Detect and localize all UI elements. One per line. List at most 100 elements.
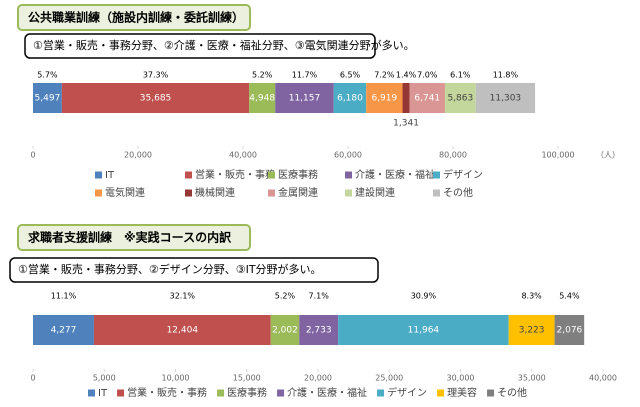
share-label: 8.3% xyxy=(521,292,542,301)
bar-segment xyxy=(402,83,410,113)
value-label: 6,741 xyxy=(414,94,440,104)
x-tick-label: 20,000 xyxy=(124,151,152,160)
bar-segment xyxy=(275,83,334,113)
bar-segment xyxy=(93,315,271,345)
legend-label: 機械関連 xyxy=(195,186,235,199)
value-label: 4,277 xyxy=(51,326,77,336)
legend-label: 営業・販売・事務 xyxy=(195,168,275,181)
value-label: 2,733 xyxy=(306,326,332,336)
share-label: 11.8% xyxy=(493,71,519,80)
note-box xyxy=(24,33,376,59)
legend-label: 医療事務 xyxy=(227,386,267,399)
legend-label: 電気関連 xyxy=(105,186,145,199)
value-label: 5,497 xyxy=(35,94,61,104)
value-label: 2,076 xyxy=(557,326,583,336)
value-label: 12,404 xyxy=(167,326,199,336)
legend-label: その他 xyxy=(443,186,473,199)
value-label: 1,341 xyxy=(393,119,419,129)
share-label: 30.9% xyxy=(411,292,437,301)
x-tick-label: 100,000 xyxy=(541,151,574,160)
legend-swatch xyxy=(345,171,352,179)
legend-swatch xyxy=(95,189,102,197)
value-label: 4,948 xyxy=(249,94,275,104)
share-label: 32.1% xyxy=(170,292,196,301)
share-label: 1.4% xyxy=(396,71,417,80)
value-label: 11,964 xyxy=(408,326,440,336)
bar-segment xyxy=(366,83,403,113)
header-title: 公共職業訓練（施設内訓練・委託訓練） xyxy=(28,10,244,25)
x-tick-label: 60,000 xyxy=(334,151,362,160)
legend-swatch xyxy=(117,389,125,397)
x-tick-label: 40,000 xyxy=(229,151,257,160)
legend-swatch xyxy=(345,189,352,197)
x-tick-label: 35,000 xyxy=(518,374,546,383)
header-title: 求職者支援訓練 ※実践コースの内訳 xyxy=(28,230,232,245)
bar-segment xyxy=(270,315,300,345)
share-label: 7.0% xyxy=(417,71,438,80)
legend-label: 金属関連 xyxy=(278,186,318,199)
value-label: 6,919 xyxy=(371,94,397,104)
bar-segment xyxy=(409,83,445,113)
share-label: 7.2% xyxy=(374,71,395,80)
note-text: ①営業・販売・事務分野、②介護・医療・福祉分野、③電気関連分野が多い。 xyxy=(33,38,415,52)
value-label: 2,002 xyxy=(272,326,298,336)
share-label: 11.1% xyxy=(51,292,77,301)
header-box xyxy=(17,4,251,31)
legend-label: IT xyxy=(105,170,115,181)
legend-label: 建設関連 xyxy=(355,186,395,199)
value-label: 35,685 xyxy=(140,94,172,104)
legend-swatch xyxy=(487,389,495,397)
legend-label: その他 xyxy=(497,386,527,399)
share-label: 6.1% xyxy=(450,71,471,80)
bar-segment xyxy=(444,83,476,113)
value-label: 6,180 xyxy=(337,94,363,104)
legend-swatch xyxy=(268,189,275,197)
legend-swatch xyxy=(268,171,275,179)
bar-segment xyxy=(299,315,339,345)
legend-swatch xyxy=(95,171,102,179)
share-label: 11.7% xyxy=(292,71,318,80)
note-text: ①営業・販売・事務分野、②デザイン分野、③IT分野が多い。 xyxy=(18,262,322,276)
value-label: 11,303 xyxy=(490,94,522,104)
share-label: 7.1% xyxy=(309,292,330,301)
legend-label: 介護・医療・福祉 xyxy=(355,168,435,181)
bar-segment xyxy=(554,315,585,345)
legend-label: 介護・医療・福祉 xyxy=(287,386,367,399)
bar-segment xyxy=(508,315,555,345)
legend-swatch xyxy=(217,389,225,397)
legend-swatch xyxy=(277,389,285,397)
share-label: 5.7% xyxy=(37,71,58,80)
x-tick-label: 80,000 xyxy=(439,151,467,160)
legend-label: 理美容 xyxy=(447,386,477,399)
value-label: 11,157 xyxy=(289,94,321,104)
legend-swatch xyxy=(377,389,385,397)
x-axis-unit: （人） xyxy=(596,151,620,160)
legend-label: デザイン xyxy=(443,168,483,181)
legend-label: 医療事務 xyxy=(278,168,318,181)
legend-swatch xyxy=(185,171,192,179)
x-tick-label: 5,000 xyxy=(93,374,116,383)
bar-segment xyxy=(33,83,62,113)
share-label: 37.3% xyxy=(143,71,169,80)
legend-swatch xyxy=(433,189,440,197)
x-tick-label: 15,000 xyxy=(233,374,261,383)
header-box xyxy=(17,224,251,251)
x-tick-label: 10,000 xyxy=(162,374,190,383)
value-label: 3,223 xyxy=(519,326,545,336)
bar-segment xyxy=(33,315,94,345)
x-tick-label: 30,000 xyxy=(447,374,475,383)
legend-label: IT xyxy=(98,388,108,399)
x-tick-label: 40,000 xyxy=(589,374,617,383)
x-tick-label: 25,000 xyxy=(375,374,403,383)
bar-segment xyxy=(475,83,536,113)
share-label: 5.4% xyxy=(559,292,580,301)
share-label: 6.5% xyxy=(340,71,361,80)
x-tick-label: 0 xyxy=(30,374,35,383)
x-tick-label: 0 xyxy=(30,151,35,160)
legend-swatch xyxy=(88,389,95,397)
bar-segment xyxy=(338,315,509,345)
share-label: 5.2% xyxy=(252,71,273,80)
legend-swatch xyxy=(185,189,192,197)
legend-label: 営業・販売・事務 xyxy=(127,386,207,399)
